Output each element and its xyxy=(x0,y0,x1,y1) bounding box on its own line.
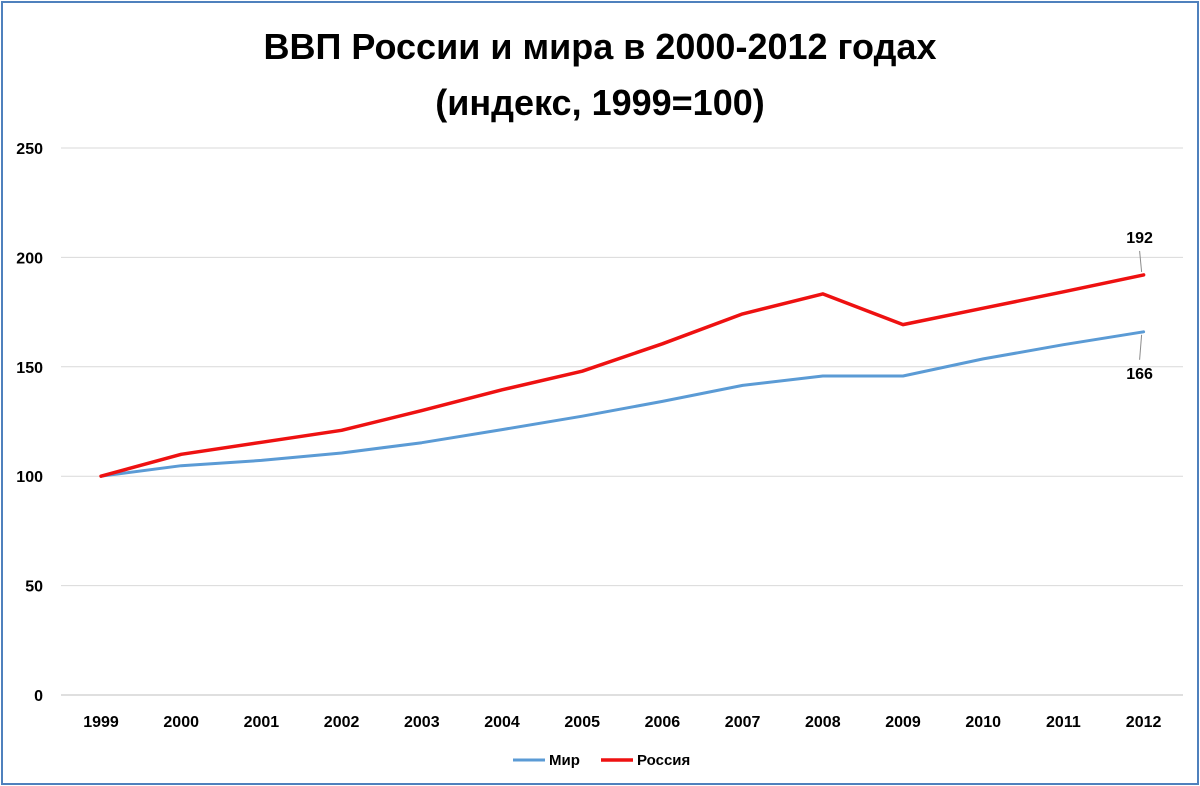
x-tick-label: 2008 xyxy=(805,714,841,731)
y-tick-label: 250 xyxy=(16,141,43,158)
x-tick-label: 2007 xyxy=(725,714,761,731)
legend: Мир Россия xyxy=(513,752,690,769)
x-tick-label: 1999 xyxy=(83,714,119,731)
legend-label: Мир xyxy=(549,752,580,769)
data-label: 192 xyxy=(1126,230,1153,247)
x-tick-label: 2004 xyxy=(484,714,520,731)
x-tick-label: 2005 xyxy=(564,714,600,731)
x-tick-label: 2010 xyxy=(965,714,1001,731)
y-tick-label: 200 xyxy=(16,250,43,267)
gridlines xyxy=(61,147,1183,696)
y-tick-label: 0 xyxy=(34,688,43,705)
x-tick-label: 2003 xyxy=(404,714,440,731)
y-axis-ticks: 0 50 100 150 200 250 xyxy=(16,141,43,705)
series-line-world xyxy=(99,330,1146,478)
x-tick-label: 2009 xyxy=(885,714,921,731)
x-tick-label: 2002 xyxy=(324,714,360,731)
chart-title-line1: ВВП России и мира в 2000-2012 годах xyxy=(264,26,937,67)
x-tick-label: 2001 xyxy=(244,714,280,731)
chart-canvas: ВВП России и мира в 2000-2012 годах (инд… xyxy=(16,26,1183,769)
data-label-leader xyxy=(1139,334,1143,360)
data-labels: 192 166 xyxy=(1126,230,1153,383)
x-axis-ticks: 1999 2000 2001 2002 2003 2004 2005 2006 2007 2008… xyxy=(83,714,1161,731)
legend-label: Россия xyxy=(637,752,690,769)
x-tick-label: 2006 xyxy=(645,714,681,731)
chart-title-line2: (индекс, 1999=100) xyxy=(435,82,764,123)
data-label: 166 xyxy=(1126,366,1153,383)
y-tick-label: 150 xyxy=(16,360,43,377)
y-tick-label: 50 xyxy=(25,579,43,596)
x-tick-label: 2000 xyxy=(163,714,199,731)
series-lines xyxy=(99,273,1146,478)
x-tick-label: 2012 xyxy=(1126,714,1162,731)
series-line-russia xyxy=(99,273,1146,478)
y-tick-label: 100 xyxy=(16,469,43,486)
data-label-leader xyxy=(1139,250,1143,272)
x-tick-label: 2011 xyxy=(1046,714,1081,731)
